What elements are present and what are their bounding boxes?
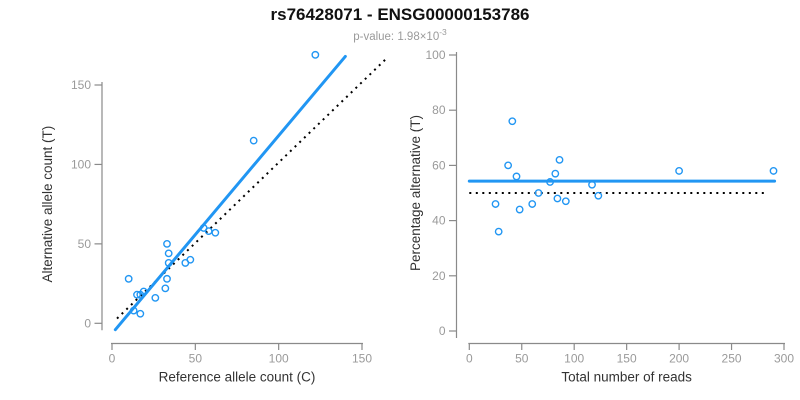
data-point (164, 259, 173, 267)
y-tick-label: 150 (71, 78, 91, 92)
data-point (163, 274, 171, 283)
data-point (504, 161, 513, 170)
y-tick-label: 40 (432, 214, 446, 228)
data-point (551, 169, 560, 178)
data-point (553, 194, 562, 203)
data-point (515, 205, 524, 214)
y-tick-label: 0 (84, 316, 91, 330)
data-point (211, 228, 220, 237)
left-scatter-plot: 0 50 100 150 0 50 100 150 Reference allele count… (40, 50, 388, 385)
data-point (508, 117, 517, 126)
data-point (163, 239, 171, 248)
data-point (491, 200, 500, 208)
y-tick-label: 20 (432, 269, 446, 283)
p-value-exponent: -3 (439, 26, 447, 37)
data-point (675, 167, 683, 175)
data-point (494, 227, 503, 236)
data-point (534, 189, 543, 197)
x-tick-label: 100 (269, 352, 289, 366)
data-point (129, 306, 138, 315)
x-tick-label: 300 (774, 352, 794, 366)
y-tick-label: 50 (78, 237, 92, 251)
data-point (164, 249, 173, 258)
right-scatter-plot: 0 20 40 60 80 100 0 50 100 150 200 250 300 Total numb… (408, 48, 794, 385)
data-point (124, 274, 133, 283)
plot-title: rs76428071 - ENSG00000153786 (270, 5, 530, 24)
x-axis-title: Reference allele count (C) (159, 370, 316, 385)
data-point (133, 290, 141, 299)
data-point (512, 172, 521, 181)
y-axis-title: Percentage alternative (T) (408, 115, 423, 271)
data-point (136, 290, 145, 299)
x-tick-label: 100 (564, 352, 584, 366)
data-point (594, 191, 603, 200)
data-point (546, 178, 554, 186)
y-tick-label: 100 (425, 48, 445, 62)
y-tick-label: 60 (432, 158, 446, 172)
x-tick-label: 50 (189, 352, 203, 366)
data-point (561, 197, 570, 206)
data-point (249, 136, 258, 145)
data-point (161, 284, 170, 293)
y-tick-label: 0 (439, 324, 446, 338)
x-tick-label: 250 (722, 352, 742, 366)
data-point (528, 200, 537, 208)
reference-dotted-line (116, 57, 388, 320)
y-axis-title: Alternative allele count (T) (40, 126, 55, 283)
x-tick-label: 200 (669, 352, 689, 366)
x-tick-label: 0 (109, 352, 116, 366)
data-point (311, 50, 320, 59)
y-tick-label: 80 (432, 103, 446, 117)
data-point (588, 180, 596, 189)
p-value-text: p-value: 1.98×10 (353, 30, 440, 43)
data-point (555, 155, 564, 164)
plot-subtitle: p-value: 1.98×10-3 (0, 27, 800, 43)
x-tick-label: 150 (617, 352, 637, 366)
figure-header: rs76428071 - ENSG00000153786 p-value: 1.… (0, 5, 800, 42)
data-point (136, 309, 145, 318)
x-axis-title: Total number of reads (561, 370, 692, 385)
fit-line (113, 54, 347, 332)
x-tick-label: 0 (466, 352, 473, 366)
x-tick-label: 50 (515, 352, 529, 366)
y-tick-label: 100 (71, 157, 91, 171)
data-point (151, 293, 160, 302)
data-point (186, 255, 195, 264)
x-tick-label: 150 (352, 352, 372, 366)
data-point (769, 167, 778, 175)
